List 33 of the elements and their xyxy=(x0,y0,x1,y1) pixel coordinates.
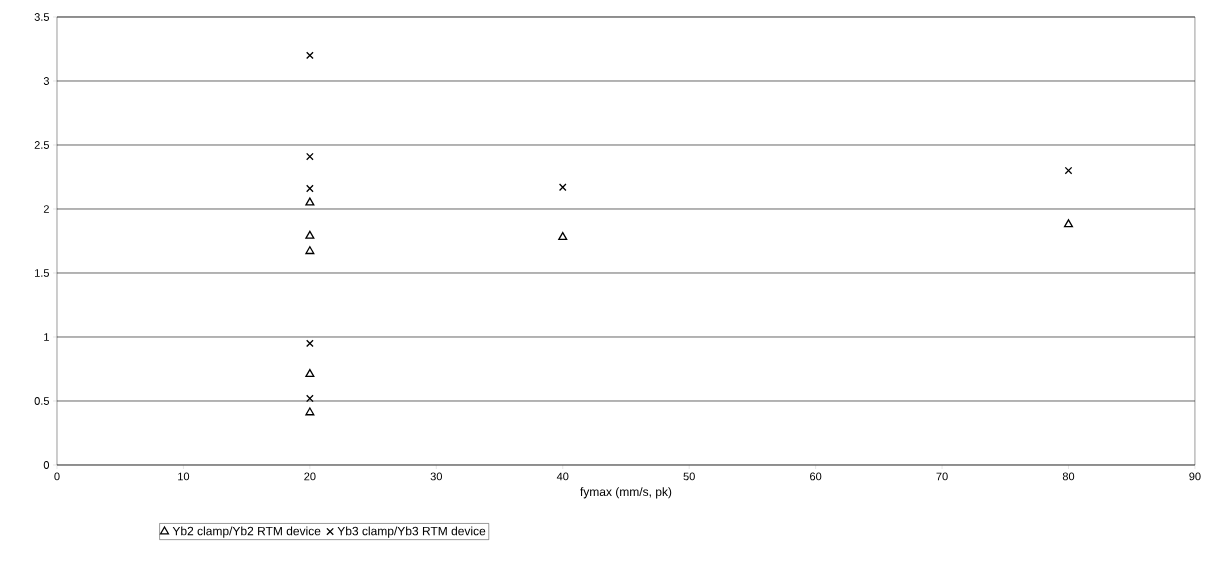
point xyxy=(1063,219,1074,228)
x-tick-label: 10 xyxy=(178,472,190,481)
x-tick-label: 20 xyxy=(304,472,316,481)
point xyxy=(306,51,314,60)
x-tick-label: 0 xyxy=(54,472,60,481)
point xyxy=(306,339,314,348)
x-tick-label: 30 xyxy=(430,472,442,481)
point xyxy=(558,232,568,241)
x-tick-label: 60 xyxy=(810,472,822,481)
x-tick-label: 90 xyxy=(1189,472,1201,481)
y-tick-label: 0 xyxy=(43,461,50,469)
legend-label: Yb3 clamp/Yb3 RTM device xyxy=(337,526,486,538)
y-tick-label: 2 xyxy=(43,205,49,213)
legend-label: Yb2 clamp/Yb2 RTM device xyxy=(172,526,321,538)
y-tick-label: 3.5 xyxy=(34,13,49,21)
x-tick-label: 70 xyxy=(936,472,948,481)
point xyxy=(305,230,315,239)
y-tick-label: 0.5 xyxy=(34,397,49,405)
point xyxy=(306,152,314,161)
y-tick-label: 1 xyxy=(44,333,49,341)
x-tick-label: 80 xyxy=(1062,472,1075,481)
point xyxy=(305,407,315,416)
point xyxy=(305,368,315,378)
point xyxy=(306,394,314,403)
y-tick-label: 3 xyxy=(43,77,49,85)
x-axis-title: fymax (mm/s, pk) xyxy=(580,487,672,499)
point xyxy=(305,246,315,255)
x-tick-label: 50 xyxy=(683,472,695,481)
y-tick-label: 2.5 xyxy=(34,141,49,149)
point xyxy=(306,184,314,193)
point xyxy=(305,197,315,206)
x-tick-label: 40 xyxy=(556,472,569,481)
y-tick-label: 1.5 xyxy=(35,269,49,277)
